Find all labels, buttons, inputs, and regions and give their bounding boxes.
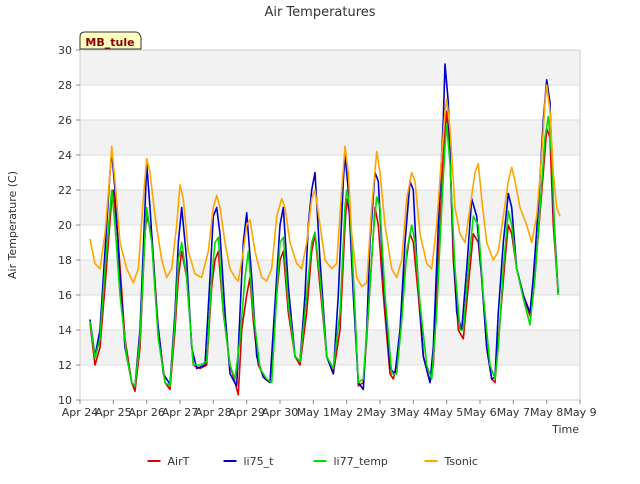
y-tick-label: 24: [58, 149, 72, 162]
plot-band: [80, 365, 580, 400]
station-label-box: MB_tule: [79, 31, 142, 50]
plot-band: [80, 85, 580, 120]
x-tick-label: May 2: [330, 406, 363, 419]
x-tick-label: Apr 24: [62, 406, 99, 419]
legend: AirT li75_t li77_temp Tsonic: [147, 455, 478, 468]
plot-band: [80, 50, 580, 85]
series-lines: [89, 63, 561, 396]
series-line-li77-temp: [89, 115, 560, 387]
x-tick-label: May 5: [430, 406, 463, 419]
y-tick-label: 22: [58, 184, 72, 197]
x-tick-label: May 9: [563, 406, 596, 419]
station-label: MB_tule: [85, 36, 134, 49]
y-tick-label: 28: [58, 79, 72, 92]
y-tick-label: 12: [58, 359, 72, 372]
x-tick-label: May 8: [530, 406, 563, 419]
plot-band: [80, 190, 580, 225]
y-axis-ticks: 10 12 14 16 18 20 22 24 26 28 30: [58, 44, 80, 407]
x-tick-label: Apr 28: [195, 406, 232, 419]
y-tick-label: 18: [58, 254, 72, 267]
x-tick-label: May 4: [397, 406, 430, 419]
plot-band: [80, 120, 580, 155]
legend-label: li77_temp: [334, 455, 388, 468]
x-tick-label: May 7: [497, 406, 530, 419]
x-tick-label: Apr 26: [128, 406, 165, 419]
y-axis-label: Air Temperature (C): [6, 171, 19, 279]
legend-label: AirT: [168, 455, 190, 468]
plot-band: [80, 155, 580, 190]
legend-label: Tsonic: [444, 455, 478, 468]
x-axis-label: Time: [551, 423, 579, 436]
station-label-shape: [79, 31, 142, 50]
series-line-tsonic: [89, 84, 561, 288]
y-tick-label: 20: [58, 219, 72, 232]
y-tick-label: 16: [58, 289, 72, 302]
y-tick-label: 26: [58, 114, 72, 127]
x-tick-label: Apr 25: [95, 406, 132, 419]
x-tick-label: May 3: [363, 406, 396, 419]
chart-title: Air Temperatures: [264, 5, 375, 20]
plot-band: [80, 295, 580, 330]
plot-band: [80, 330, 580, 365]
y-tick-label: 10: [58, 394, 72, 407]
legend-label: li75_t: [244, 455, 275, 468]
y-tick-label: 30: [58, 44, 72, 57]
x-tick-label: Apr 27: [162, 406, 199, 419]
x-tick-label: Apr 29: [228, 406, 265, 419]
y-tick-label: 14: [58, 324, 72, 337]
x-tick-label: May 6: [463, 406, 496, 419]
x-tick-label: May 1: [297, 406, 330, 419]
x-tick-label: Apr 30: [262, 406, 299, 419]
